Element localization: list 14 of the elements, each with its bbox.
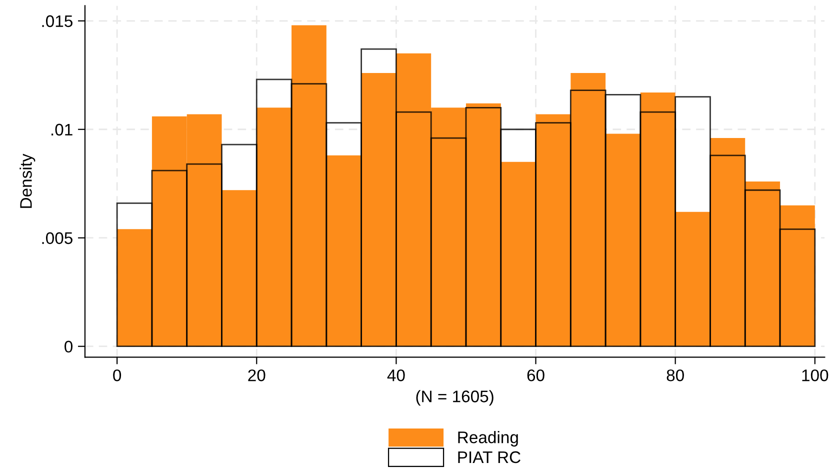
x-tick-label: 40 [387, 369, 405, 382]
x-tick-label: 60 [527, 369, 544, 382]
x-axis-title: (N = 1605) [416, 390, 494, 406]
x-tick-label: 100 [802, 369, 828, 382]
legend-label: Reading [458, 431, 518, 447]
x-tick-label: 0 [113, 369, 122, 382]
legend-label: PIAT RC [458, 451, 520, 464]
y-tick-label: .005 [42, 232, 72, 244]
y-tick-label: 0 [64, 340, 73, 353]
y-axis-title: Density [20, 154, 36, 208]
x-tick-label: 80 [666, 369, 684, 382]
y-tick-label: .015 [42, 15, 72, 28]
y-tick-label: .01 [52, 124, 72, 136]
x-tick-label: 20 [248, 369, 266, 382]
